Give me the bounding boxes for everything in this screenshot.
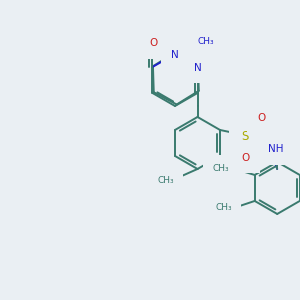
Text: N: N	[171, 50, 179, 60]
Text: NH: NH	[268, 144, 283, 154]
Text: O: O	[149, 38, 158, 48]
Text: CH₃: CH₃	[215, 203, 232, 212]
Text: S: S	[241, 130, 248, 143]
Text: CH₃: CH₃	[212, 164, 229, 173]
Text: CH₃: CH₃	[158, 176, 174, 185]
Text: O: O	[258, 113, 266, 123]
Text: N: N	[194, 63, 201, 73]
Text: CH₃: CH₃	[197, 38, 214, 46]
Text: O: O	[241, 153, 250, 163]
